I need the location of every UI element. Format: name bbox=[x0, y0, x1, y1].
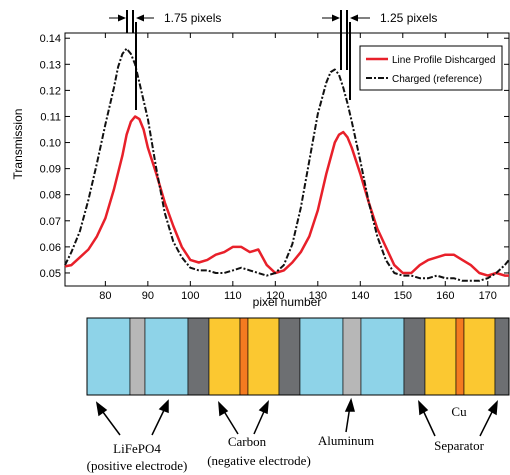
layer-carbon bbox=[208, 317, 241, 396]
x-tick-label: 140 bbox=[351, 290, 369, 302]
label-lifepo4-sub: (positive electrode) bbox=[87, 458, 188, 473]
layer-copper bbox=[455, 317, 465, 396]
annotation-2-label: 1.25 pixels bbox=[380, 11, 437, 25]
arrow-separator-right bbox=[479, 407, 495, 437]
y-tick-label: 0.07 bbox=[40, 216, 61, 228]
layer-lifepo4 bbox=[86, 317, 131, 396]
x-tick-label: 120 bbox=[266, 290, 284, 302]
x-tick-label: 90 bbox=[142, 290, 154, 302]
x-tick-label: 80 bbox=[99, 290, 111, 302]
x-tick-label: 110 bbox=[224, 290, 242, 302]
label-separator: Separator bbox=[434, 438, 484, 453]
y-tick-label: 0.05 bbox=[40, 268, 61, 280]
y-tick-label: 0.11 bbox=[40, 111, 61, 123]
legend-label-discharged: Line Profile Dishcarged bbox=[392, 55, 495, 66]
y-tick-label: 0.10 bbox=[40, 138, 61, 150]
y-tick-label: 0.14 bbox=[40, 33, 61, 45]
y-tick-label: 0.09 bbox=[40, 164, 61, 176]
legend-box bbox=[359, 45, 503, 91]
x-axis: 80 90 100 110 120 130 140 150 160 170 bbox=[99, 33, 497, 302]
x-tick-label: 130 bbox=[309, 290, 327, 302]
layer-lifepo4 bbox=[360, 317, 405, 396]
x-tick-label: 170 bbox=[479, 290, 497, 302]
layer-separator bbox=[494, 317, 510, 396]
legend-label-charged: Charged (reference) bbox=[392, 74, 482, 85]
label-aluminum: Aluminum bbox=[318, 433, 374, 448]
x-tick-label: 160 bbox=[436, 290, 454, 302]
series-charged-line bbox=[64, 47, 510, 282]
layer-separator bbox=[403, 317, 426, 396]
y-axis-label: Transmission bbox=[11, 109, 25, 180]
layer-aluminum bbox=[129, 317, 146, 396]
layer-carbon bbox=[247, 317, 280, 396]
layer-carbon bbox=[424, 317, 457, 396]
y-axis: 0.05 0.06 0.07 0.08 0.09 0.10 0.11 0.12 0.13 0.14 bbox=[40, 33, 509, 280]
y-tick-label: 0.08 bbox=[40, 190, 61, 202]
layer-separator bbox=[187, 317, 210, 396]
label-carbon: Carbon bbox=[228, 434, 267, 449]
cell-stack-diagram bbox=[86, 317, 510, 396]
annotation-2: 1.25 pixels bbox=[322, 10, 437, 100]
plot-frame bbox=[64, 32, 510, 287]
layer-lifepo4 bbox=[299, 317, 344, 396]
y-tick-label: 0.06 bbox=[40, 242, 61, 254]
cell-stack-outline bbox=[86, 317, 510, 396]
layer-separator bbox=[278, 317, 301, 396]
series-layer bbox=[64, 47, 510, 282]
annotation-1: 1.75 pixels bbox=[109, 10, 221, 110]
layer-aluminum bbox=[342, 317, 362, 396]
y-tick-label: 0.13 bbox=[40, 59, 61, 71]
label-carbon-sub: (negative electrode) bbox=[207, 453, 311, 468]
annotation-1-label: 1.75 pixels bbox=[164, 11, 221, 25]
label-copper: Cu bbox=[451, 404, 467, 419]
y-tick-label: 0.12 bbox=[40, 85, 61, 97]
layer-copper bbox=[239, 317, 249, 396]
layer-lifepo4 bbox=[144, 317, 189, 396]
legend: Line Profile Dishcarged Charged (referen… bbox=[359, 45, 503, 91]
series-discharged-line bbox=[64, 115, 509, 277]
x-tick-label: 100 bbox=[181, 290, 199, 302]
arrow-separator-left bbox=[421, 407, 436, 437]
label-lifepo4: LiFePO4 bbox=[113, 441, 161, 456]
x-axis-label: pixel number bbox=[253, 295, 322, 309]
layer-carbon bbox=[463, 317, 496, 396]
diagram-arrows bbox=[95, 397, 498, 437]
x-tick-label: 150 bbox=[394, 290, 412, 302]
